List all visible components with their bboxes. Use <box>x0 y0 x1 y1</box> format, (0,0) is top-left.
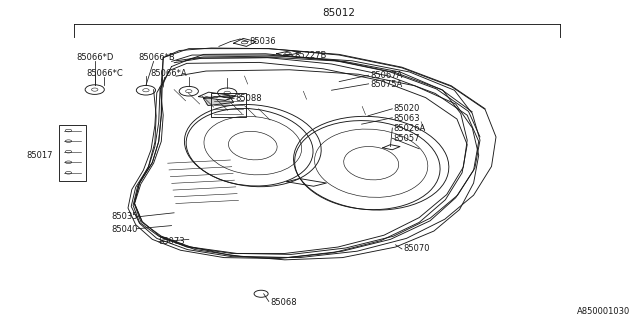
Text: 85066*D: 85066*D <box>76 53 113 62</box>
Text: 85035: 85035 <box>111 212 138 221</box>
Text: 85026A: 85026A <box>394 124 426 133</box>
Text: 85063: 85063 <box>394 114 420 123</box>
Text: 85036: 85036 <box>250 37 276 46</box>
Text: 85067A: 85067A <box>370 71 403 80</box>
Text: 85066*C: 85066*C <box>86 69 123 78</box>
Text: 85020: 85020 <box>394 104 420 113</box>
Text: 85088: 85088 <box>236 94 262 103</box>
Text: 85012: 85012 <box>323 8 356 19</box>
Text: 85066*A: 85066*A <box>150 69 187 78</box>
Text: 85073: 85073 <box>159 237 186 246</box>
Text: 85017: 85017 <box>26 151 52 160</box>
Text: 85068: 85068 <box>270 298 297 307</box>
Text: 85227B: 85227B <box>294 52 327 60</box>
Text: 85070: 85070 <box>403 244 429 253</box>
Text: 85066*B: 85066*B <box>138 53 175 62</box>
Text: 85057: 85057 <box>394 134 420 143</box>
Text: 85040: 85040 <box>111 225 138 234</box>
Text: A850001030: A850001030 <box>577 307 630 316</box>
Text: 85075A: 85075A <box>370 80 402 89</box>
